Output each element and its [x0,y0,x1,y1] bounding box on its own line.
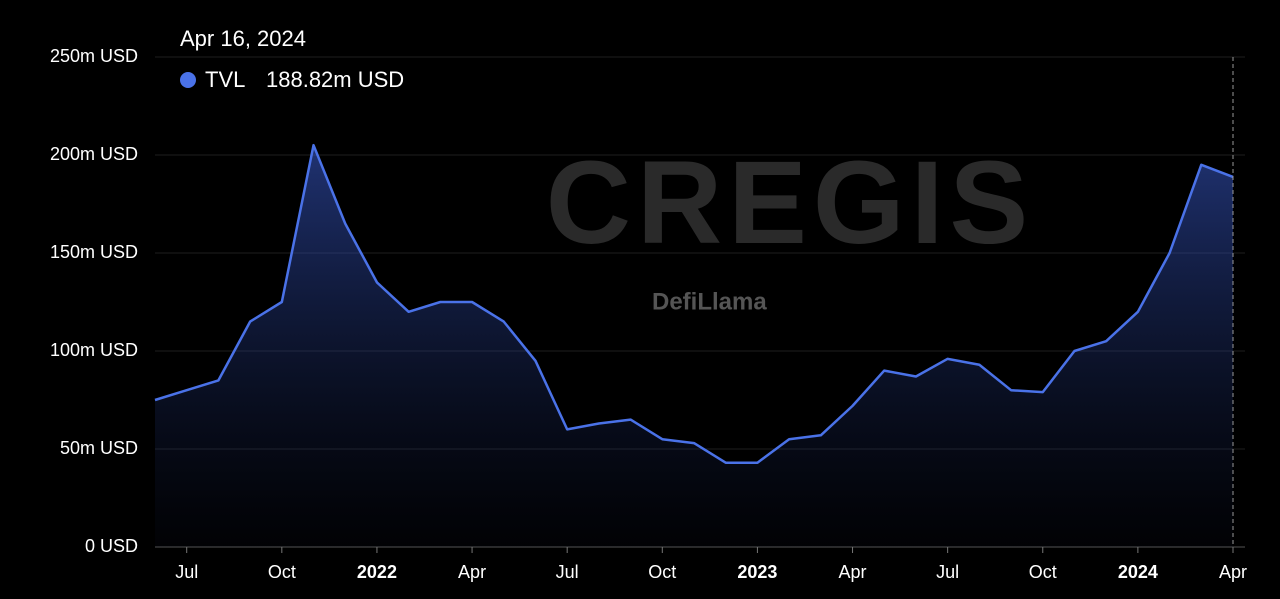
x-tick-label: Jul [556,562,579,582]
tooltip-series: TVL [205,67,245,92]
x-tick-label: Oct [648,562,676,582]
y-tick-label: 100m USD [50,340,138,360]
x-tick-label: Oct [1029,562,1057,582]
y-tick-label: 150m USD [50,242,138,262]
tooltip-dot [180,72,196,88]
y-tick-label: 200m USD [50,144,138,164]
y-tick-label: 50m USD [60,438,138,458]
area-line [154,143,1234,464]
x-tick-label: 2022 [357,562,397,582]
y-tick-label: 0 USD [85,536,138,556]
x-tick-label: 2023 [737,562,777,582]
y-tick-label: 250m USD [50,46,138,66]
x-tick-label: Apr [839,562,867,582]
x-tick-label: Jul [175,562,198,582]
tooltip-date: Apr 16, 2024 [180,26,306,51]
x-tick-label: Apr [1219,562,1247,582]
watermark: DefiLlama [652,288,767,315]
x-tick-label: Jul [936,562,959,582]
x-tick-label: 2024 [1118,562,1158,582]
x-tick-label: Oct [268,562,296,582]
tooltip-value: 188.82m USD [266,67,404,92]
area-fill [155,145,1233,547]
watermark: CREGIS [546,137,1034,269]
x-tick-label: Apr [458,562,486,582]
